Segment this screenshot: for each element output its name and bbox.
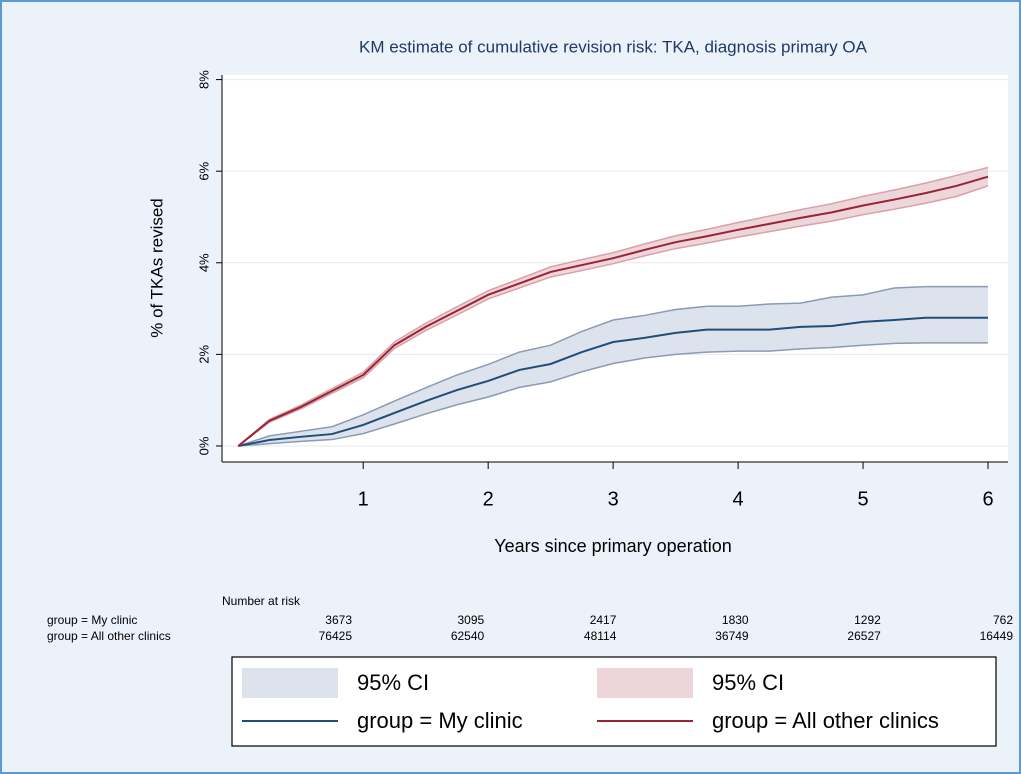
x-tick-label: 4 — [733, 488, 744, 510]
y-tick-label: 6% — [196, 161, 211, 180]
risk-value: 62540 — [451, 629, 485, 643]
risk-value: 1830 — [722, 613, 749, 627]
risk-value: 1292 — [854, 613, 881, 627]
ci-upper — [237, 166, 989, 447]
risk-value: 76425 — [319, 629, 353, 643]
risk-value: 36749 — [715, 629, 749, 643]
ci-lower — [237, 185, 989, 447]
risk-value: 48114 — [584, 629, 617, 643]
x-axis-label: Years since primary operation — [494, 536, 731, 556]
y-tick-label: 2% — [196, 345, 211, 364]
risk-value: 26527 — [847, 629, 881, 643]
x-tick-label: 6 — [982, 488, 993, 510]
y-tick-label: 4% — [196, 253, 211, 272]
legend-label: group = All other clinics — [712, 708, 939, 733]
y-tick-label: 8% — [196, 70, 211, 89]
x-tick-label: 5 — [857, 488, 868, 510]
legend-ci-swatch — [242, 668, 338, 698]
x-tick-label: 1 — [358, 488, 369, 510]
risk-value: 16449 — [980, 629, 1014, 643]
chart-title: KM estimate of cumulative revision risk:… — [359, 37, 868, 56]
legend-ci-swatch — [597, 668, 693, 698]
risk-value: 2417 — [590, 613, 617, 627]
risk-value: 3673 — [325, 613, 352, 627]
risk-value: 762 — [993, 613, 1013, 627]
km-line — [238, 316, 989, 447]
y-axis-label: % of TKAs revised — [147, 198, 166, 338]
km-line — [237, 175, 989, 447]
plot-area — [222, 75, 1008, 462]
y-tick-label: 0% — [196, 436, 211, 455]
x-tick-label: 3 — [608, 488, 619, 510]
legend-label: group = My clinic — [357, 708, 523, 733]
legend-ci-label: 95% CI — [357, 670, 429, 695]
risk-row-label: group = My clinic — [47, 613, 137, 627]
ci-upper — [238, 285, 989, 447]
x-tick-label: 2 — [483, 488, 494, 510]
risk-row-label: group = All other clinics — [47, 629, 171, 643]
legend-ci-label: 95% CI — [712, 670, 784, 695]
risk-title: Number at risk — [222, 594, 301, 608]
risk-value: 3095 — [457, 613, 484, 627]
ci-lower — [238, 342, 989, 447]
